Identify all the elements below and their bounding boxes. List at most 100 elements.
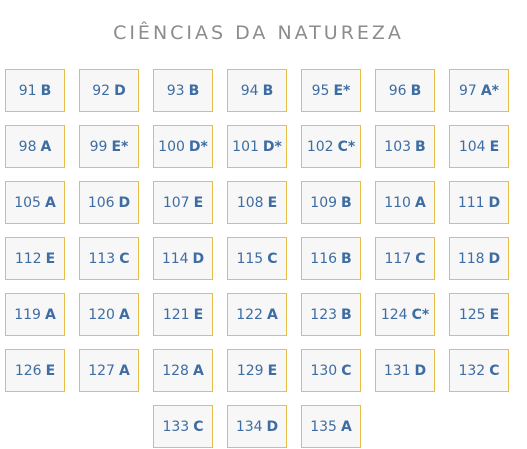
answer-cell: 125 E <box>449 293 509 336</box>
question-number: 94 <box>241 83 259 99</box>
answer-cell: 115 C <box>227 237 287 280</box>
answer-letter: C <box>489 363 499 379</box>
answer-letter: B <box>341 307 352 323</box>
question-number: 114 <box>162 251 189 267</box>
answer-cell: 123 B <box>301 293 361 336</box>
question-number: 106 <box>88 195 115 211</box>
answer-letter: B <box>411 83 422 99</box>
answer-cell: 134 D <box>227 405 287 448</box>
answer-letter: D* <box>189 139 208 155</box>
question-number: 117 <box>384 251 411 267</box>
answer-letter: D <box>415 363 427 379</box>
answer-cell: 103 B <box>375 125 435 168</box>
answer-letter: B <box>415 139 426 155</box>
answer-cell: 128 A <box>153 349 213 392</box>
question-number: 98 <box>19 139 37 155</box>
question-number: 110 <box>384 195 411 211</box>
answer-cell: 110 A <box>375 181 435 224</box>
answer-cell: 105 A <box>5 181 65 224</box>
answer-letter: A <box>119 307 130 323</box>
answer-letter: E* <box>333 83 350 99</box>
answer-cell: 131 D <box>375 349 435 392</box>
question-number: 100 <box>158 139 185 155</box>
answer-letter: D <box>114 83 126 99</box>
answer-cell: 121 E <box>153 293 213 336</box>
answer-cell: 124 C* <box>375 293 435 336</box>
answer-letter: D <box>489 251 501 267</box>
question-number: 124 <box>381 307 408 323</box>
question-number: 96 <box>389 83 407 99</box>
answer-letter: E* <box>111 139 128 155</box>
answer-letter: C* <box>412 307 430 323</box>
question-number: 113 <box>88 251 115 267</box>
question-number: 112 <box>15 251 42 267</box>
answer-letter: E <box>490 139 500 155</box>
answer-cell: 100 D* <box>153 125 213 168</box>
answer-cell: 119 A <box>5 293 65 336</box>
answer-letter: D <box>119 195 131 211</box>
answer-letter: E <box>46 251 56 267</box>
section-title: CIÊNCIAS DA NATUREZA <box>0 22 517 44</box>
answer-letter: A <box>193 363 204 379</box>
answer-letter: D <box>267 419 279 435</box>
question-number: 111 <box>458 195 485 211</box>
answer-cell: 91 B <box>5 69 65 112</box>
answer-cell: 97 A* <box>449 69 509 112</box>
question-number: 125 <box>459 307 486 323</box>
answer-cell: 120 A <box>79 293 139 336</box>
answer-cell: 106 D <box>79 181 139 224</box>
answer-letter: A <box>415 195 426 211</box>
answer-letter: A <box>267 307 278 323</box>
question-number: 95 <box>312 83 330 99</box>
answer-cell: 129 E <box>227 349 287 392</box>
question-number: 120 <box>88 307 115 323</box>
answer-letter: A <box>45 195 56 211</box>
answer-letter: A* <box>481 83 499 99</box>
question-number: 116 <box>310 251 337 267</box>
question-number: 99 <box>90 139 108 155</box>
answer-letter: A <box>341 419 352 435</box>
question-number: 130 <box>310 363 337 379</box>
answer-letter: E <box>194 195 204 211</box>
question-number: 105 <box>14 195 41 211</box>
question-number: 93 <box>167 83 185 99</box>
question-number: 102 <box>307 139 334 155</box>
question-number: 133 <box>162 419 189 435</box>
answer-grid: 91 B 92 D 93 B 94 B 95 E* 96 B 97 A* 98 A 99 E* 100 D* 101 D*… <box>5 69 517 449</box>
question-number: 109 <box>310 195 337 211</box>
answer-letter: A <box>45 307 56 323</box>
answer-letter: A <box>119 363 130 379</box>
answer-letter: E <box>490 307 500 323</box>
answer-cell: 112 E <box>5 237 65 280</box>
answer-cell: 102 C* <box>301 125 361 168</box>
answer-cell: 111 D <box>449 181 509 224</box>
answer-cell: 127 A <box>79 349 139 392</box>
question-number: 131 <box>384 363 411 379</box>
answer-cell: 135 A <box>301 405 361 448</box>
question-number: 107 <box>163 195 190 211</box>
question-number: 104 <box>459 139 486 155</box>
answer-cell: 116 B <box>301 237 361 280</box>
question-number: 118 <box>458 251 485 267</box>
answer-cell: 92 D <box>79 69 139 112</box>
question-number: 123 <box>310 307 337 323</box>
answer-cell: 95 E* <box>301 69 361 112</box>
answer-cell: 104 E <box>449 125 509 168</box>
answer-letter: C <box>267 251 277 267</box>
answer-letter: B <box>41 83 52 99</box>
answer-letter: A <box>40 139 51 155</box>
question-number: 132 <box>458 363 485 379</box>
answer-cell: 126 E <box>5 349 65 392</box>
answer-cell: 109 B <box>301 181 361 224</box>
answer-letter: B <box>189 83 200 99</box>
answer-letter: D <box>489 195 501 211</box>
question-number: 122 <box>236 307 263 323</box>
question-number: 97 <box>459 83 477 99</box>
answer-letter: E <box>46 363 56 379</box>
question-number: 103 <box>384 139 411 155</box>
answer-cell: 98 A <box>5 125 65 168</box>
answer-cell: 122 A <box>227 293 287 336</box>
answer-cell: 132 C <box>449 349 509 392</box>
answer-letter: D* <box>263 139 282 155</box>
answer-cell: 94 B <box>227 69 287 112</box>
